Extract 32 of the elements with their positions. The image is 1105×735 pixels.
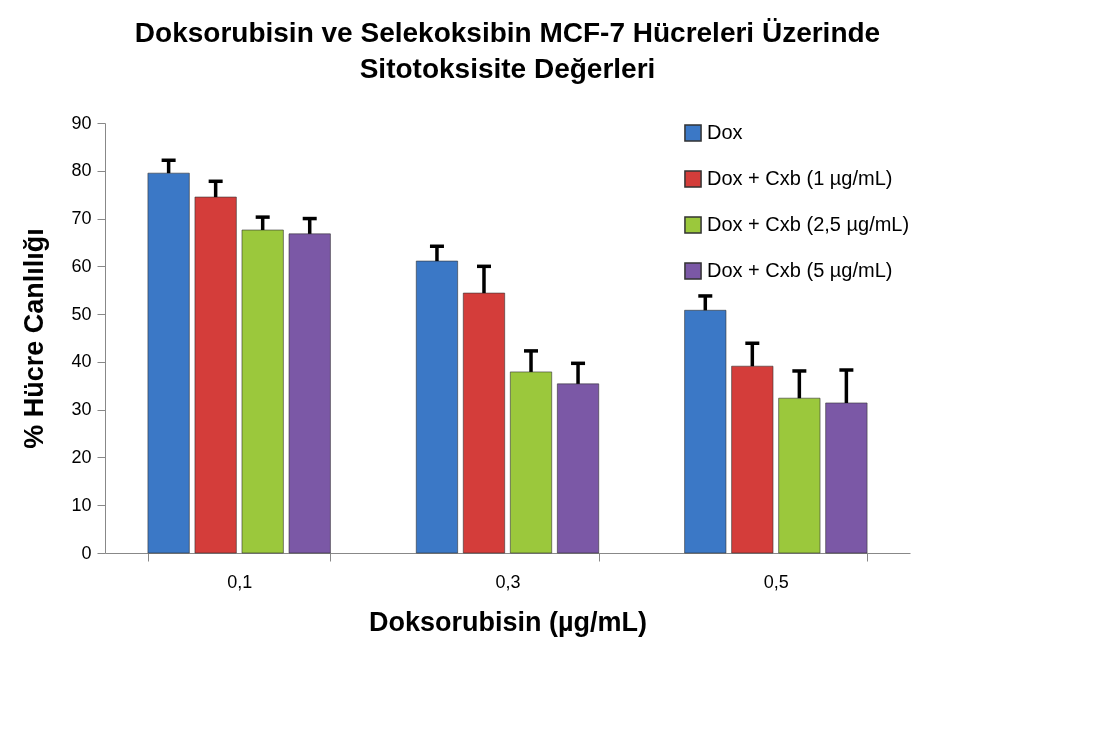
y-tick-label: 20 (71, 446, 92, 467)
x-tick-label: 0,3 (495, 571, 521, 592)
x-axis-title: Doksorubisin (µg/mL) (368, 606, 648, 637)
legend-label: Dox (707, 121, 743, 143)
bar (288, 233, 331, 554)
bar (415, 260, 458, 554)
bar (147, 172, 190, 554)
bar (684, 309, 727, 554)
chart-title: Doksorubisin ve Selekoksibin MCF-7 Hücreleri Üzerinde Sitotoksisite Değerleri (134, 17, 881, 84)
y-tick-label: 30 (71, 399, 92, 420)
y-tick-label: 50 (71, 303, 92, 324)
y-tick-label: 70 (71, 208, 92, 229)
bar (241, 229, 284, 554)
legend-label: Dox + Cxb (1 µg/mL) (707, 167, 893, 189)
bar (825, 402, 868, 554)
y-tick-label: 40 (71, 351, 92, 372)
y-tick-label: 80 (71, 160, 92, 181)
legend-label: Dox + Cxb (2,5 µg/mL) (707, 213, 910, 235)
legend-label: Dox + Cxb (5 µg/mL) (707, 259, 893, 281)
bar (462, 292, 505, 554)
x-tick-label: 0,5 (763, 571, 789, 592)
bar (510, 371, 553, 554)
x-tick-label: 0,1 (227, 571, 253, 592)
bar (557, 383, 600, 554)
y-tick-label: 0 (81, 542, 92, 563)
bar (778, 397, 821, 554)
bar (194, 196, 237, 554)
y-tick-label: 60 (71, 255, 92, 276)
bar (731, 365, 774, 554)
y-tick-label: 90 (71, 112, 92, 133)
y-tick-label: 10 (71, 494, 92, 515)
y-axis-title: % Hücre Canlılığı (19, 228, 50, 449)
